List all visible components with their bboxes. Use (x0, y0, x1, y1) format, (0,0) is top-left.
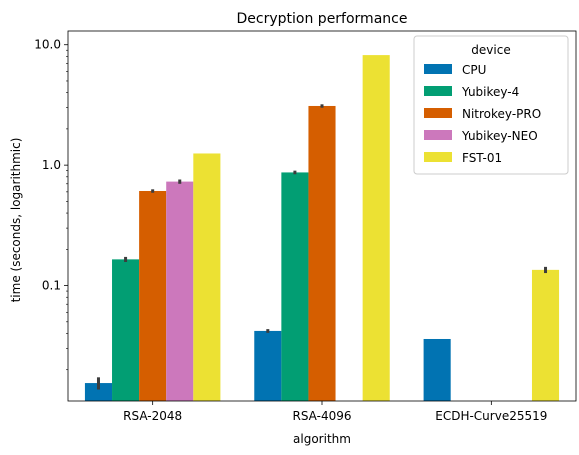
legend-swatch (424, 152, 452, 162)
x-tick-label: RSA-2048 (123, 409, 182, 423)
bar-fst-01-ecdh-curve25519 (531, 269, 560, 401)
y-axis-label: time (seconds, logarithmic) (9, 138, 23, 303)
legend-swatch (424, 130, 452, 140)
bar-cpu-ecdh-curve25519 (423, 338, 451, 401)
bar-fst-01-rsa-2048 (193, 153, 221, 401)
y-tick-label: 1.0 (42, 158, 61, 172)
legend-swatch (424, 108, 452, 118)
bar-nitrokey-pro-rsa-4096 (308, 105, 336, 401)
x-tick-label: ECDH-Curve25519 (435, 409, 547, 423)
legend-box (413, 35, 569, 175)
legend-entry: Yubikey-NEO (461, 129, 538, 143)
legend-title: device (471, 43, 510, 57)
x-tick-label: RSA-4096 (293, 409, 352, 423)
legend-swatch (424, 86, 452, 96)
bar-nitrokey-pro-rsa-2048 (139, 190, 167, 401)
bar-cpu-rsa-2048 (84, 383, 113, 401)
y-tick-label: 0.1 (42, 279, 61, 293)
legend: device CPU Yubikey-4 Nitrokey-PRO Yubikey-NE… (413, 35, 569, 175)
legend-swatch (424, 64, 452, 74)
x-axis-label: algorithm (293, 432, 351, 446)
chart-title: Decryption performance (237, 11, 408, 27)
bar-yubikey-neo-rsa-2048 (166, 181, 194, 401)
plot-area: 0.1 1.0 10.0 RSA-2048 RSA-4096 ECDH-Curve2551… (34, 30, 577, 423)
y-tick-label: 10.0 (34, 38, 61, 52)
legend-entry: FST-01 (462, 151, 502, 165)
bar-fst-01-rsa-4096 (362, 55, 390, 401)
bar-yubikey-4-rsa-2048 (112, 259, 140, 401)
legend-entry: Nitrokey-PRO (462, 107, 541, 121)
legend-entry: Yubikey-4 (461, 85, 519, 99)
bar-cpu-rsa-4096 (254, 330, 282, 401)
legend-entry: CPU (462, 63, 486, 77)
bar-yubikey-4-rsa-4096 (281, 172, 309, 401)
